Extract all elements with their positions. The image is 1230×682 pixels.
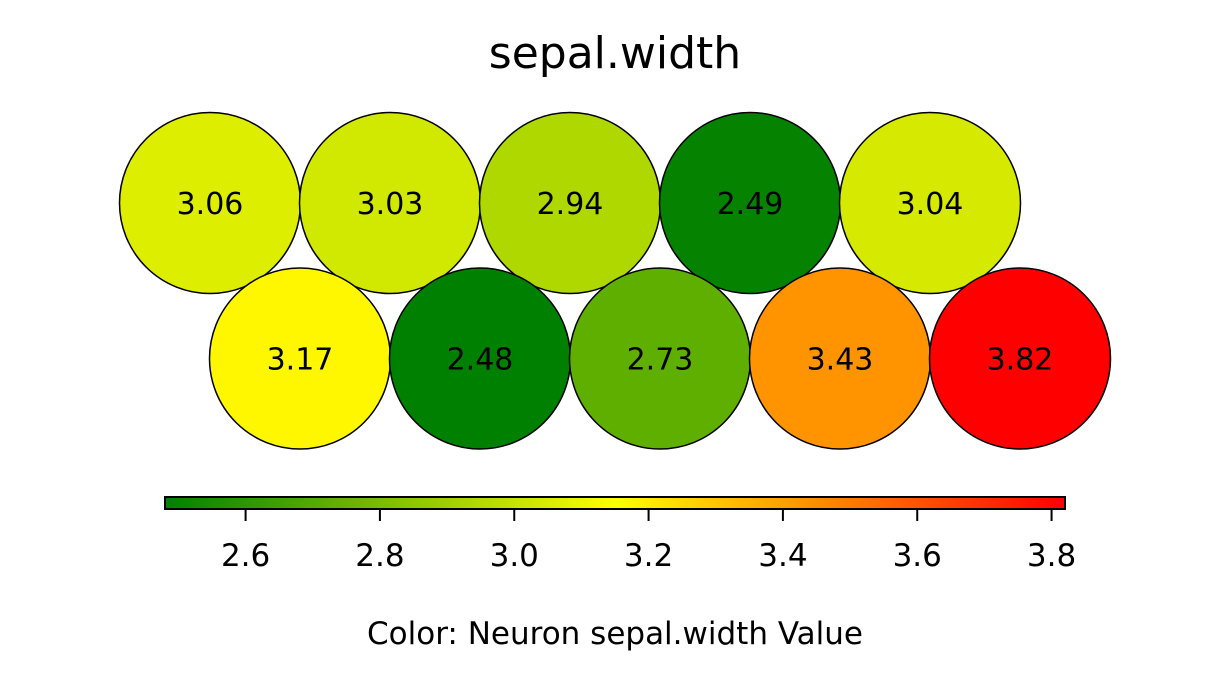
som-cell-value-label: 3.82 xyxy=(987,343,1054,378)
som-cells: 3.06 3.03 2.94 2.49 3.04 3.17 2.48 2.73 3.43 3.82 xyxy=(118,111,1112,450)
colorbar-tick-label: 3.6 xyxy=(893,538,942,574)
colorbar-tick-label: 2.8 xyxy=(355,538,404,574)
som-cell-value-label: 3.04 xyxy=(897,187,964,222)
som-cell-value-label: 2.94 xyxy=(537,187,604,222)
colorbar-gradient-bar xyxy=(164,496,1066,510)
colorbar-tick-label: 3.0 xyxy=(490,538,539,574)
colorbar-label: Color: Neuron sepal.width Value xyxy=(367,616,863,652)
som-cell-value-label: 2.49 xyxy=(717,187,784,222)
colorbar-tick-label: 3.2 xyxy=(624,538,673,574)
som-cell-value-label: 3.43 xyxy=(807,343,874,378)
colorbar: 2.6 2.8 3.0 3.2 3.4 3.6 3.8 xyxy=(164,496,1076,574)
som-cell-r1-c4 xyxy=(928,267,1112,450)
colorbar-tick-label: 3.4 xyxy=(758,538,807,574)
colorbar-tick-label: 3.8 xyxy=(1027,538,1076,574)
som-cell-value-label: 2.73 xyxy=(627,343,694,378)
colorbar-ticks: 2.6 2.8 3.0 3.2 3.4 3.6 3.8 xyxy=(221,509,1076,574)
som-cell-value-label: 2.48 xyxy=(447,343,514,378)
som-cell-value-label: 3.03 xyxy=(357,187,424,222)
som-cell-value-label: 3.06 xyxy=(177,187,244,222)
chart-title: sepal.width xyxy=(489,28,741,79)
som-cell-r0-c4 xyxy=(838,111,1022,295)
colorbar-tick-label: 2.6 xyxy=(221,538,270,574)
som-cell-value-label: 3.17 xyxy=(267,343,334,378)
